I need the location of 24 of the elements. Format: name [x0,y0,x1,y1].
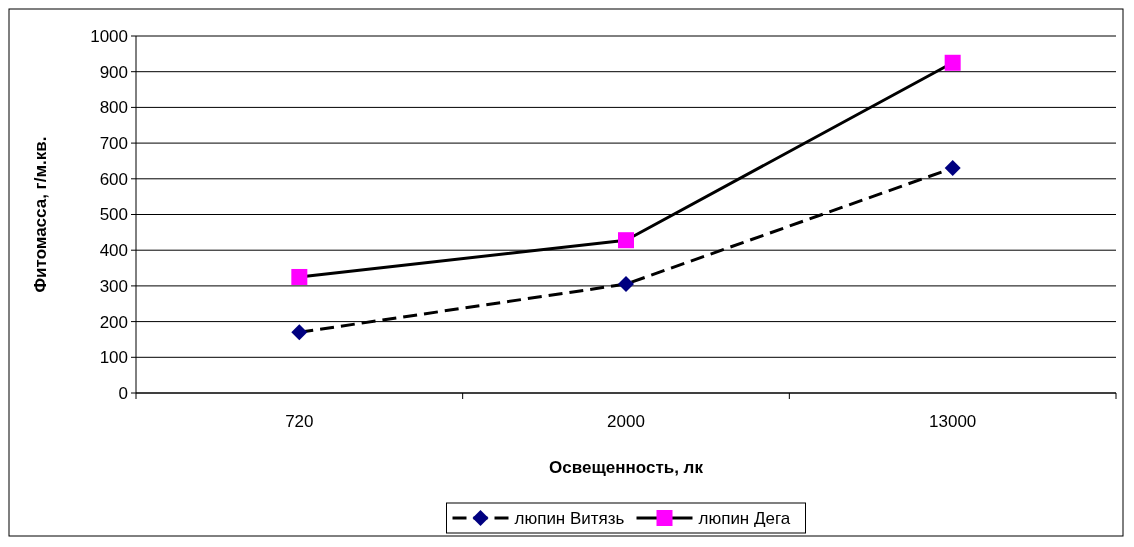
point [291,268,308,285]
x-tick-label: 13000 [929,412,977,431]
y-tick-label: 400 [99,241,128,261]
point [618,232,634,249]
x-tick-label: 2000 [607,412,645,431]
y-tick-label: 200 [99,312,128,332]
y-tick-label: 100 [99,348,128,368]
y-tick-label: 300 [99,276,128,296]
point [291,324,308,341]
y-tick-label: 800 [99,98,128,118]
y-tick-label: 0 [118,383,128,403]
x-axis-title: Освещенность, лк [549,458,704,477]
y-tick-label: 900 [99,62,128,82]
point [618,276,634,293]
y-axis-title: Фитомасса, г/м.кв. [31,136,50,293]
x-tick-label: 720 [285,412,314,431]
point [944,54,961,71]
y-tick-label: 500 [99,205,128,225]
y-tick-label: 600 [99,169,128,189]
y-tick-label: 1000 [90,26,128,46]
legend-label: люпин Дега [698,508,791,528]
point [944,160,961,177]
legend-label: люпин Витязь [514,508,625,528]
y-tick-label: 700 [99,134,128,154]
